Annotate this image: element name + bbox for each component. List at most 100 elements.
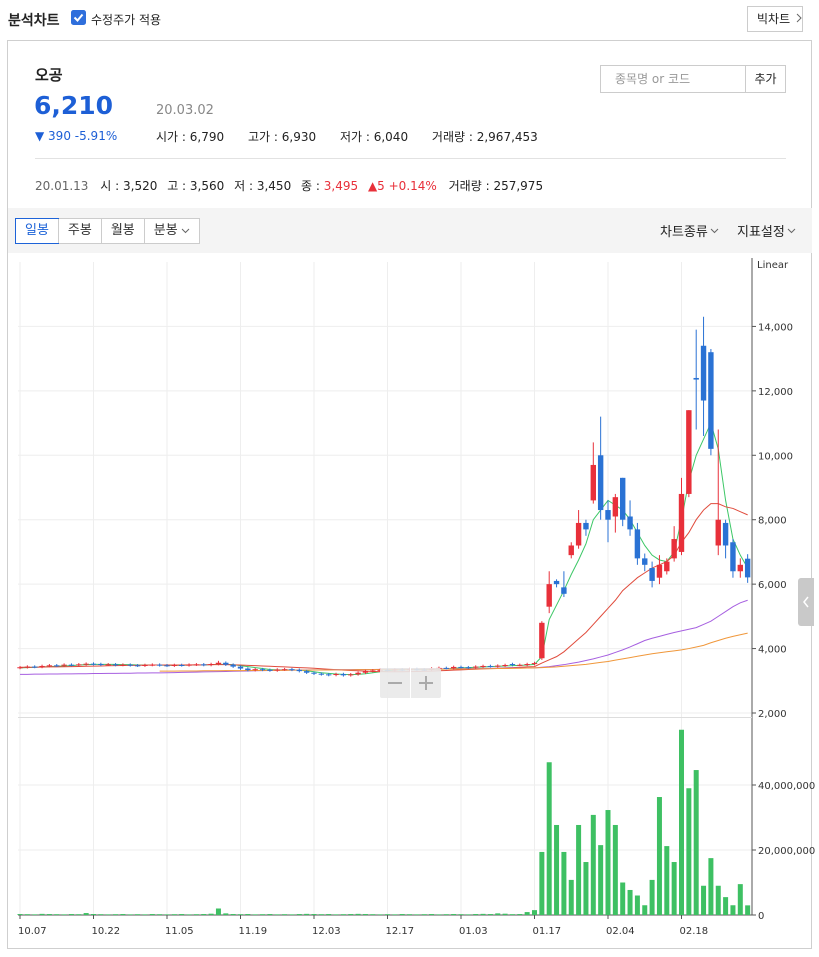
volume-bar [252, 914, 258, 915]
volume-bar [392, 914, 398, 915]
stat-value: 6,790 [189, 130, 225, 144]
hover-value: 3,560 [189, 179, 225, 193]
stat-value: 6,040 [373, 130, 409, 144]
volume-bar [429, 914, 435, 915]
hover-volume-label: 거래량 : [448, 179, 490, 193]
volume-bar [495, 913, 501, 915]
volume-bar [693, 770, 699, 915]
volume-bar [605, 810, 611, 915]
candle-body [553, 580, 560, 585]
candle-body [120, 664, 126, 666]
x-tick-label: 02.04 [606, 926, 635, 937]
candle-body [722, 522, 729, 546]
candle-body [142, 665, 148, 667]
volume-bar [517, 914, 523, 915]
candle-body [289, 669, 295, 671]
volume-bar [664, 846, 670, 915]
volume-bar [686, 788, 692, 915]
candle-body [46, 665, 53, 667]
candle-body [649, 568, 655, 581]
volume-bar [164, 914, 170, 915]
x-tick-label: 10.22 [92, 926, 121, 937]
tab[interactable]: 주봉 [57, 219, 101, 243]
volume-bar [634, 895, 640, 915]
volume-bar [39, 913, 45, 915]
volume-bar [612, 824, 618, 915]
tab[interactable]: 분봉 [143, 219, 199, 243]
hover-value: 3,495 [323, 179, 359, 193]
side-panel-toggle[interactable] [798, 578, 814, 626]
hover-date: 20.01.13 [35, 179, 89, 193]
moving-average-line [20, 503, 748, 673]
stat: 거래량 : 2,967,453 [432, 130, 538, 144]
y-tick-label: 6,000 [758, 580, 787, 591]
divider [35, 158, 786, 159]
tab[interactable]: 월봉 [100, 219, 144, 243]
volume-bar [304, 913, 310, 915]
volume-bar [473, 914, 479, 915]
checkbox[interactable] [71, 10, 86, 25]
candle-body [465, 667, 472, 669]
search-input[interactable]: 종목명 or 코드 [600, 65, 746, 93]
volume-bar [355, 913, 361, 915]
candle-body [620, 477, 626, 520]
volume-bar [377, 914, 383, 915]
volume-bar [289, 914, 295, 915]
x-tick-label: 12.03 [312, 926, 341, 937]
checkbox-label[interactable]: 수정주가 적용 [91, 13, 162, 27]
volume-bar [465, 914, 471, 915]
moving-average-line [20, 599, 748, 675]
candle-body [370, 670, 376, 672]
volume-bar [61, 914, 67, 915]
zoom-controls[interactable] [380, 668, 441, 698]
stat-label: 시가 : [156, 130, 186, 144]
x-tick-label: 01.17 [533, 926, 562, 937]
candle-body [267, 669, 273, 671]
add-button[interactable]: 추가 [745, 65, 786, 93]
volume-bar [656, 797, 662, 915]
volume-bar [532, 910, 537, 915]
x-tick-label: 02.18 [680, 926, 709, 937]
volume-bar [326, 914, 332, 915]
tab[interactable]: 일봉 [15, 218, 59, 244]
volume-bar [76, 914, 82, 915]
volume-bar [68, 914, 74, 915]
candle-body [76, 664, 82, 666]
volume-bar [238, 914, 243, 915]
candle-body [208, 664, 214, 666]
candle-body [443, 667, 449, 669]
chart-type-menu[interactable]: 차트종류 [660, 221, 719, 240]
candle-body [575, 522, 582, 546]
candle-body [193, 664, 200, 666]
candle-body [517, 664, 523, 666]
candle-body [164, 665, 170, 667]
candle-body [61, 664, 67, 666]
volume-bar [730, 905, 736, 915]
candle-body [54, 665, 60, 667]
volume-bar [590, 814, 596, 915]
volume-bar [546, 762, 552, 915]
volume-bar [627, 889, 633, 915]
volume-bar [105, 914, 111, 915]
stock-stats: 시가 : 6,790 고가 : 6,930 저가 : 6,040 거래량 : 2… [156, 128, 558, 145]
volume-bar [480, 913, 486, 915]
x-tick-label: 01.03 [459, 926, 488, 937]
candle-body [348, 674, 354, 676]
volume-bar [282, 914, 288, 915]
menu-label: 차트종류 [660, 225, 708, 240]
candle-body [355, 672, 361, 675]
big-chart-button[interactable]: 빅차트 [747, 6, 803, 32]
y-tick-label: 40,000,000 [758, 781, 815, 792]
candle-body [656, 564, 663, 578]
candle-body [450, 666, 457, 669]
stat: 저가 : 6,040 [340, 130, 408, 144]
candle-body [127, 664, 133, 666]
hover-info: 20.01.13 시 : 3,520 고 : 3,560 저 : 3,450 종… [35, 177, 543, 194]
stat-label: 저가 : [339, 130, 370, 144]
candle-body [274, 669, 280, 671]
candle-body [311, 672, 317, 674]
hover-label: 고 : [167, 179, 187, 193]
indicator-menu[interactable]: 지표설정 [737, 221, 796, 240]
stat: 시가 : 6,790 [156, 130, 224, 144]
candle-body [149, 664, 155, 666]
